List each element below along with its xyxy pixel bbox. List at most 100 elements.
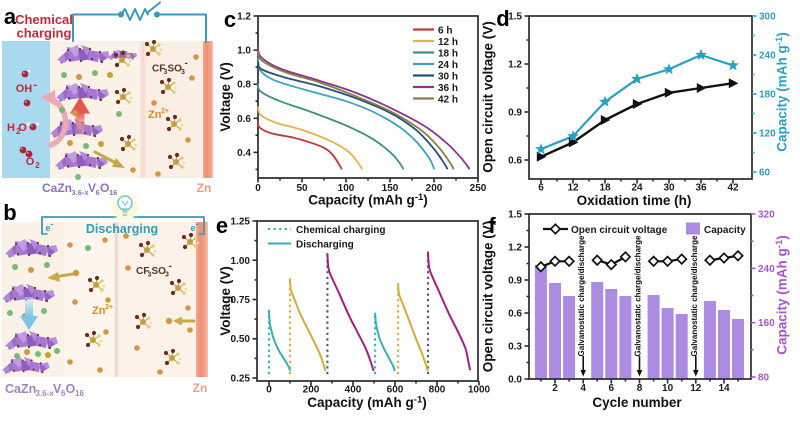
svg-text:Capacity: Capacity [704,225,746,236]
svg-text:0: 0 [266,385,272,396]
svg-text:3.6-x: 3.6-x [36,389,55,398]
svg-text:320: 320 [758,210,775,221]
svg-text:120: 120 [759,129,776,140]
svg-text:CF: CF [136,266,149,277]
svg-text:600: 600 [387,385,404,396]
svg-text:1.2: 1.2 [237,12,251,23]
svg-text:3: 3 [181,69,185,76]
svg-text:50: 50 [296,183,308,194]
svg-text:V: V [53,382,62,396]
svg-text:2: 2 [552,383,558,394]
svg-text:Voltage (V): Voltage (V) [218,62,233,132]
svg-text:Open circuit voltage (V): Open circuit voltage (V) [481,221,496,373]
svg-text:14: 14 [718,383,730,394]
svg-text:0.6: 0.6 [237,114,251,125]
svg-text:CaZn: CaZn [5,382,36,396]
svg-text:-: - [34,79,38,91]
svg-text:H: H [7,122,15,134]
svg-text:V: V [88,181,96,195]
svg-text:SO: SO [168,64,183,75]
svg-text:2+: 2+ [105,304,113,311]
svg-text:Galvanostatic charge/discharge: Galvanostatic charge/discharge [577,235,586,356]
svg-text:2: 2 [35,161,40,170]
svg-text:6 h: 6 h [438,25,452,36]
svg-text:16: 16 [75,389,84,398]
svg-text:O: O [18,122,27,134]
svg-text:O: O [26,156,35,168]
svg-text:800: 800 [429,385,446,396]
svg-text:Zn: Zn [92,305,106,317]
svg-text:6: 6 [609,383,615,394]
svg-text:O: O [100,181,109,195]
svg-text:1.2: 1.2 [508,60,522,71]
svg-text:OH: OH [16,83,33,95]
svg-text:4: 4 [580,383,586,394]
svg-text:3: 3 [165,272,169,279]
svg-text:Galvanostatic charge/discharge: Galvanostatic charge/discharge [690,235,699,356]
svg-text:e: e [190,223,195,233]
svg-text:10: 10 [662,383,674,394]
svg-text:1.25: 1.25 [231,217,251,228]
svg-text:Galvanostatic charge/discharge: Galvanostatic charge/discharge [634,235,643,356]
svg-text:Capacity (mAh g-1): Capacity (mAh g-1) [774,235,790,354]
svg-text:1.5: 1.5 [508,210,522,221]
svg-text:3: 3 [164,69,168,76]
svg-text:f: f [488,213,496,238]
svg-text:6: 6 [61,389,66,398]
svg-text:-: - [169,261,172,272]
svg-text:2+: 2+ [161,108,169,115]
svg-text:Oxidation time (h): Oxidation time (h) [577,193,692,208]
svg-text:b: b [3,200,16,225]
svg-text:e: e [216,213,228,238]
svg-text:Voltage (V): Voltage (V) [218,266,233,336]
svg-text:Zn: Zn [197,181,212,195]
svg-text:16: 16 [109,188,117,197]
svg-text:-: - [51,219,54,229]
svg-text:24: 24 [631,183,643,194]
svg-text:240: 240 [758,264,775,275]
svg-text:12: 12 [567,183,579,194]
svg-text:charging: charging [17,26,72,41]
svg-text:42: 42 [727,183,739,194]
svg-text:42 h: 42 h [438,94,458,105]
svg-text:-: - [196,219,199,229]
svg-text:0.75: 0.75 [231,295,251,306]
svg-text:6: 6 [538,183,544,194]
svg-text:Open circuit voltage (V): Open circuit voltage (V) [481,21,496,173]
svg-text:a: a [4,4,17,29]
svg-text:1000: 1000 [468,385,491,396]
svg-text:60: 60 [759,168,771,179]
svg-text:250: 250 [470,183,487,194]
svg-text:12: 12 [690,383,702,394]
svg-text:0.3: 0.3 [508,342,522,353]
svg-text:CaZn: CaZn [42,181,72,195]
svg-text:CF: CF [152,64,165,75]
svg-text:Capacity (mAh g-1): Capacity (mAh g-1) [307,395,426,411]
svg-text:Capacity (mAh g-1): Capacity (mAh g-1) [308,192,427,208]
svg-text:Cycle number: Cycle number [592,395,682,410]
svg-text:0.4: 0.4 [237,148,251,159]
svg-text:c: c [224,7,236,32]
svg-text:150: 150 [382,183,399,194]
svg-text:Capacity (mAh g-1): Capacity (mAh g-1) [774,32,790,151]
svg-text:0.25: 0.25 [231,374,251,385]
svg-text:36: 36 [695,183,707,194]
svg-text:1.00: 1.00 [231,256,251,267]
svg-text:Chemical: Chemical [15,12,73,27]
svg-text:24 h: 24 h [438,60,458,71]
svg-text:200: 200 [303,385,320,396]
svg-text:1.5: 1.5 [508,12,522,23]
svg-text:2: 2 [16,127,21,136]
svg-text:12 h: 12 h [438,37,458,48]
svg-text:0.6: 0.6 [508,309,522,320]
svg-text:-: - [185,58,188,69]
svg-text:8: 8 [637,383,643,394]
svg-text:1.2: 1.2 [508,243,522,254]
svg-text:36 h: 36 h [438,83,458,94]
svg-text:0.6: 0.6 [508,156,522,167]
svg-text:300: 300 [759,12,776,23]
svg-text:30 h: 30 h [438,71,458,82]
svg-text:18: 18 [599,183,611,194]
svg-text:0.0: 0.0 [508,375,522,386]
svg-text:Zn: Zn [193,381,208,395]
